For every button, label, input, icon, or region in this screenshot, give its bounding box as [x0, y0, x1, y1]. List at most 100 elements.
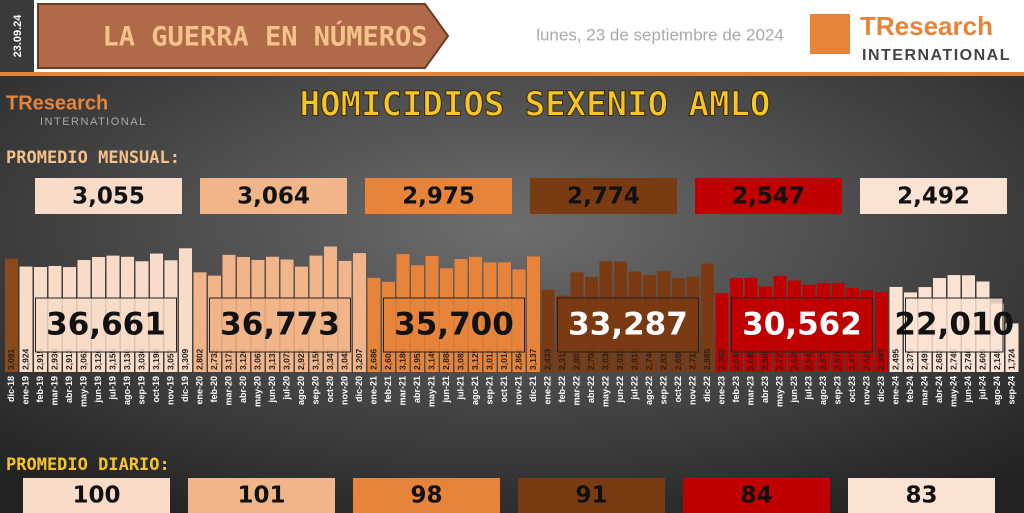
- x-tick-label: mar-21: [397, 376, 407, 406]
- x-tick-label: mar-23: [745, 376, 755, 406]
- x-tick-label: mar-19: [49, 376, 59, 406]
- banner-text: LA GUERRA EN NÚMEROS: [102, 21, 427, 53]
- x-tick-label: ago-24: [992, 376, 1002, 405]
- x-tick-label: mar-24: [919, 376, 929, 406]
- x-tick-label: jul-24: [977, 376, 987, 401]
- x-tick-label: may-20: [252, 376, 262, 407]
- value-label: 1,724: [1006, 348, 1016, 370]
- monthly-box: [860, 178, 1007, 214]
- daily-box: [848, 478, 995, 513]
- value-label: 2,727: [774, 348, 784, 370]
- value-label: 3,126: [238, 348, 248, 370]
- x-tick-label: abr-24: [934, 376, 944, 403]
- value-label: 2,801: [571, 348, 581, 370]
- x-tick-label: nov-23: [861, 376, 871, 405]
- value-label: 3,149: [426, 348, 436, 370]
- date-band: [0, 0, 34, 72]
- monthly-label: PROMEDIO MENSUAL:: [6, 148, 180, 168]
- bar: [1005, 323, 1019, 372]
- value-label: 2,491: [919, 348, 929, 370]
- divider: [0, 72, 1024, 76]
- banner: [37, 3, 450, 69]
- value-label: 2,686: [368, 348, 378, 370]
- x-tick-label: jul-20: [281, 376, 291, 401]
- value-label: 2,425: [861, 348, 871, 370]
- daily-avg: 91: [575, 483, 607, 509]
- x-tick-label: feb-20: [209, 376, 219, 403]
- value-label: 3,091: [6, 348, 16, 370]
- x-tick-label: ene-21: [368, 376, 378, 405]
- x-tick-label: may-24: [948, 376, 958, 407]
- monthly-avg: 2,492: [897, 184, 970, 210]
- value-label: 2,495: [890, 348, 900, 370]
- value-label: 3,012: [484, 348, 494, 370]
- x-tick-label: ago-22: [644, 376, 654, 405]
- value-label: 2,629: [789, 348, 799, 370]
- value-label: 2,888: [441, 348, 451, 370]
- value-label: 2,831: [658, 348, 668, 370]
- bar: [19, 266, 33, 372]
- x-tick-label: ene-20: [194, 376, 204, 405]
- x-tick-label: mar-22: [571, 376, 581, 406]
- value-label: 2,609: [977, 348, 987, 370]
- daily-box: [23, 478, 170, 513]
- value-label: 2,602: [383, 348, 393, 370]
- daily-box: [188, 478, 335, 513]
- total-label: 36,773: [220, 307, 340, 343]
- logo-sub: INTERNATIONAL: [862, 47, 1011, 64]
- value-label: 2,745: [948, 348, 958, 370]
- value-label: 3,014: [499, 348, 509, 370]
- value-label: 2,680: [673, 348, 683, 370]
- x-tick-label: oct-19: [151, 376, 161, 403]
- bar: [353, 253, 366, 372]
- value-label: 3,155: [310, 348, 320, 370]
- total-label: 36,661: [46, 307, 166, 343]
- value-label: 2,864: [513, 348, 523, 370]
- x-tick-label: abr-22: [586, 376, 596, 403]
- value-label: 3,062: [78, 348, 88, 370]
- logo-brand-small: TResearch: [6, 92, 108, 114]
- value-label: 3,130: [122, 348, 132, 370]
- x-tick-label: dic-19: [180, 376, 190, 402]
- x-tick-label: dic-21: [528, 376, 538, 402]
- total-label: 22,010: [894, 307, 1014, 343]
- value-label: 3,309: [180, 348, 190, 370]
- bar: [527, 256, 540, 372]
- x-tick-label: nov-22: [687, 376, 697, 405]
- value-label: 2,818: [629, 348, 639, 370]
- value-label: 3,131: [267, 348, 277, 370]
- value-label: 2,924: [20, 348, 30, 370]
- x-tick-label: ago-19: [122, 376, 132, 405]
- daily-box: [683, 478, 830, 513]
- bar: [701, 263, 714, 372]
- daily-avg: 100: [72, 483, 120, 509]
- value-label: 3,043: [339, 348, 349, 370]
- x-tick-label: abr-20: [238, 376, 248, 403]
- x-tick-label: oct-20: [325, 376, 335, 403]
- value-label: 2,936: [49, 348, 59, 370]
- value-label: 2,145: [992, 348, 1002, 370]
- x-tick-label: may-23: [774, 376, 784, 407]
- daily-avg: 84: [740, 483, 772, 509]
- value-label: 3,036: [136, 348, 146, 370]
- value-label: 3,129: [470, 348, 480, 370]
- value-label: 3,186: [397, 348, 407, 370]
- value-label: 2,682: [731, 348, 741, 370]
- daily-box: [353, 478, 500, 513]
- monthly-avg: 3,064: [237, 184, 310, 210]
- x-tick-label: sep-23: [832, 376, 842, 405]
- x-tick-label: nov-19: [165, 376, 175, 405]
- total-box: [383, 297, 525, 353]
- x-tick-label: oct-23: [847, 376, 857, 403]
- bar: [889, 286, 903, 372]
- daily-label: PROMEDIO DIARIO:: [6, 455, 170, 475]
- x-tick-label: ene-22: [542, 376, 552, 405]
- header-date: lunes, 23 de septiembre de 2024: [536, 25, 784, 44]
- x-tick-label: abr-19: [64, 376, 74, 403]
- value-label: 2,915: [35, 348, 45, 370]
- x-tick-label: mar-20: [223, 376, 233, 406]
- x-tick-label: ago-23: [818, 376, 828, 405]
- value-label: 2,952: [412, 348, 422, 370]
- x-tick-label: jul-21: [455, 376, 465, 401]
- value-label: 3,126: [93, 348, 103, 370]
